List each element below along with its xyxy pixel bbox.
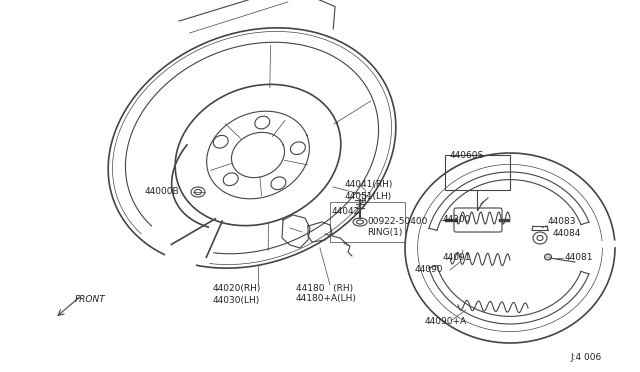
- Text: 44090: 44090: [415, 266, 444, 275]
- Text: 44081: 44081: [565, 253, 593, 263]
- Text: 44200: 44200: [443, 215, 472, 224]
- Text: 44090+A: 44090+A: [425, 317, 467, 327]
- Text: 44030(LH): 44030(LH): [213, 295, 260, 305]
- Text: RING(1): RING(1): [367, 228, 403, 237]
- Text: 44051(LH): 44051(LH): [345, 192, 392, 201]
- Text: 44020(RH): 44020(RH): [213, 283, 261, 292]
- Text: 44060S: 44060S: [450, 151, 484, 160]
- Text: 44180+A(LH): 44180+A(LH): [296, 295, 357, 304]
- Text: 44083: 44083: [548, 218, 577, 227]
- Text: 44000B: 44000B: [145, 187, 180, 196]
- Text: J:4 006: J:4 006: [570, 353, 601, 362]
- Text: 44091: 44091: [443, 253, 472, 263]
- Text: 44041(RH): 44041(RH): [345, 180, 394, 189]
- Bar: [445, 155, 510, 190]
- Text: 00922-50400: 00922-50400: [367, 218, 428, 227]
- Bar: [330, 202, 405, 242]
- Text: 44180   (RH): 44180 (RH): [296, 283, 353, 292]
- Ellipse shape: [545, 254, 552, 260]
- Text: 44042: 44042: [332, 206, 360, 215]
- Text: 44084: 44084: [553, 228, 581, 237]
- Text: FRONT: FRONT: [75, 295, 106, 305]
